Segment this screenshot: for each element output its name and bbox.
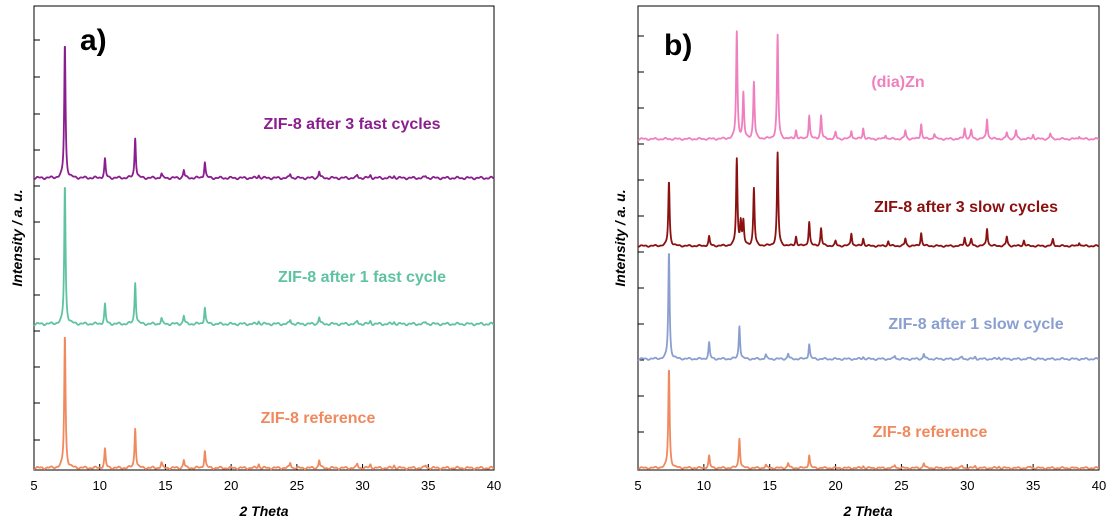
panel-a-series-line-0: [33, 45, 495, 181]
panel-a-ticks: [33, 39, 495, 470]
panel-b-ticks: [637, 35, 1100, 470]
panel-a-ylabel: Intensity / a. u.: [9, 189, 25, 286]
panel-b-xtick-label-6: 35: [1026, 478, 1040, 493]
panel-a-series-label-0: ZIF-8 after 3 fast cycles: [264, 116, 441, 133]
panel-a-xtick-label-1: 10: [92, 478, 106, 493]
panel-a-series: [33, 45, 495, 471]
panel-a-xlabel: 2 Theta: [238, 503, 288, 519]
panel-b-xtick-label-0: 5: [634, 478, 641, 493]
panel-b-xtick-label-2: 15: [762, 478, 776, 493]
panel-b-series-line-0: [637, 30, 1100, 141]
panel-a-xtick-label-4: 25: [290, 478, 304, 493]
panel-b-series-label-2: ZIF-8 after 1 slow cycle: [888, 316, 1063, 333]
panel-a-xtick-label-6: 35: [421, 478, 435, 493]
panel-a-series-line-2: [33, 336, 495, 471]
panel-b-ylabel: Intensity / a. u.: [612, 189, 628, 286]
panel-a: a) ZIF-8 after 3 fast cycles ZIF-8 after…: [9, 5, 501, 519]
panel-b-xtick-label-1: 10: [697, 478, 711, 493]
panel-a-series-label-2: ZIF-8 reference: [261, 410, 376, 427]
panel-a-series-line-1: [33, 187, 495, 327]
panel-b-series-label-0: (dia)Zn: [871, 74, 924, 91]
panel-a-xtick-labels: 5 10 15 20 25 30 35 40: [30, 478, 501, 493]
panel-b-series-line-2: [637, 253, 1100, 361]
panel-a-xtick-label-7: 40: [487, 478, 501, 493]
panel-b-xtick-label-7: 40: [1092, 478, 1106, 493]
panel-a-xtick-label-3: 20: [224, 478, 238, 493]
panel-a-xtick-label-2: 15: [158, 478, 172, 493]
panel-b-frame: [637, 5, 1100, 471]
panel-b-series-line-3: [637, 369, 1100, 470]
panel-a-series-label-1: ZIF-8 after 1 fast cycle: [278, 269, 446, 286]
panel-b-series: [637, 30, 1100, 470]
panel-b-xtick-labels: 5 10 15 20 25 30 35 40: [634, 478, 1106, 493]
panel-a-xtick-label-5: 30: [355, 478, 369, 493]
panel-a-frame: [33, 5, 495, 471]
panel-a-xtick-label-0: 5: [30, 478, 37, 493]
panel-b-xtick-label-5: 30: [960, 478, 974, 493]
panel-b-series-label-1: ZIF-8 after 3 slow cycles: [874, 199, 1058, 216]
panel-b-label: b): [664, 29, 692, 62]
panel-b-series-line-1: [637, 151, 1100, 248]
panel-b-series-label-3: ZIF-8 reference: [873, 424, 988, 441]
panel-b-xlabel: 2 Theta: [842, 503, 892, 519]
panel-b: b) (dia)Zn ZIF-8 after 3 slow cycles ZIF…: [612, 5, 1106, 519]
panel-b-xtick-label-3: 20: [828, 478, 842, 493]
panel-b-xtick-label-4: 25: [894, 478, 908, 493]
panel-a-label: a): [80, 24, 107, 57]
